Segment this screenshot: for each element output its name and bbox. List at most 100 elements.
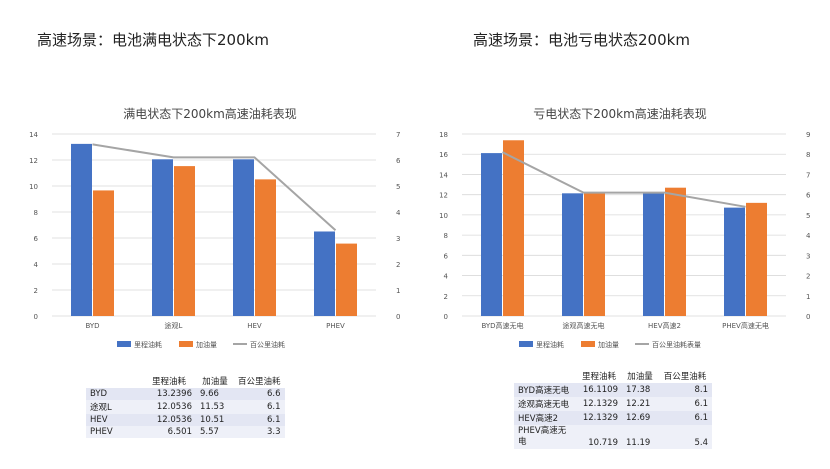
y-tick-label: 12: [29, 157, 38, 165]
table-cell: 12.69: [622, 411, 658, 425]
y2-tick-label: 0: [396, 313, 400, 321]
low-charge-table: 里程油耗 加油量 百公里油耗 BYD高速无电 16.1109 17.38 8.1…: [514, 369, 712, 449]
x-tick-label: BYD高速无电: [481, 321, 523, 330]
legend-swatch: [117, 341, 131, 347]
table-row: 途观高速无电 12.1329 12.21 6.1: [514, 397, 712, 411]
y2-tick-label: 4: [396, 209, 400, 217]
table-cell: 16.1109: [576, 383, 622, 397]
table-header-row: 里程油耗 加油量 百公里油耗: [86, 374, 285, 388]
table-header-row: 里程油耗 加油量 百公里油耗: [514, 369, 712, 383]
y-tick-label: 8: [444, 232, 448, 240]
bar-加油量: [665, 187, 686, 316]
y2-tick-label: 3: [806, 252, 810, 260]
y-tick-label: 2: [34, 287, 38, 295]
bar-里程油耗: [152, 159, 173, 316]
y2-tick-label: 7: [806, 171, 810, 179]
line-百公里油耗表量: [502, 151, 746, 208]
y2-tick-label: 5: [396, 183, 400, 191]
table-cell: 5.57: [196, 426, 234, 438]
bar-加油量: [93, 190, 114, 316]
table-header-cell: 加油量: [622, 369, 658, 383]
table-cell: 6.1: [658, 397, 712, 411]
y-tick-label: 6: [444, 252, 449, 260]
legend-label: 百公里油耗表量: [652, 340, 701, 349]
table-header-cell: [514, 369, 576, 383]
y2-tick-label: 6: [396, 157, 400, 165]
table-row: HEV高速2 12.1329 12.69 6.1: [514, 411, 712, 425]
table-cell: 6.1: [658, 411, 712, 425]
legend-swatch: [581, 341, 595, 347]
bar-里程油耗: [314, 231, 335, 316]
x-tick-label: HEV高速2: [648, 321, 681, 330]
table-cell: 12.0536: [142, 400, 196, 414]
legend-label: 里程油耗: [134, 340, 162, 349]
y2-tick-label: 0: [806, 313, 810, 321]
bar-加油量: [584, 192, 605, 316]
table-cell: 5.4: [658, 425, 712, 449]
y-tick-label: 2: [444, 293, 448, 301]
table-cell: 途观L: [86, 400, 142, 414]
table-header-cell: [86, 374, 142, 388]
table-row: BYD 13.2396 9.66 6.6: [86, 388, 285, 400]
y-tick-label: 12: [439, 192, 448, 200]
y-tick-label: 4: [34, 261, 39, 269]
y2-tick-label: 1: [806, 293, 810, 301]
bar-里程油耗: [643, 193, 664, 316]
left-section-heading: 高速场景：电池满电状态下200km: [37, 31, 269, 49]
table-cell: 17.38: [622, 383, 658, 397]
x-tick-label: 途观高速无电: [563, 321, 605, 330]
chart-title: 满电状态下200km高速油耗表现: [123, 106, 297, 121]
y2-tick-label: 2: [396, 261, 400, 269]
y2-tick-label: 7: [396, 131, 400, 139]
y-tick-label: 14: [439, 171, 448, 179]
y2-tick-label: 1: [396, 287, 400, 295]
bar-里程油耗: [71, 143, 92, 316]
legend-label: 百公里油耗: [250, 340, 285, 349]
bar-里程油耗: [233, 159, 254, 316]
table-cell: HEV高速2: [514, 411, 576, 425]
table-cell: PHEV: [86, 426, 142, 438]
table-cell: 8.1: [658, 383, 712, 397]
full-charge-table: 里程油耗 加油量 百公里油耗 BYD 13.2396 9.66 6.6 途观L …: [86, 374, 285, 438]
table-cell: 11.53: [196, 400, 234, 414]
table-cell: 12.0536: [142, 414, 196, 426]
bar-里程油耗: [481, 153, 502, 316]
table-cell: 12.21: [622, 397, 658, 411]
y-tick-label: 16: [439, 151, 448, 159]
table-cell: 6.501: [142, 426, 196, 438]
table-cell: 途观高速无电: [514, 397, 576, 411]
y-tick-label: 8: [34, 209, 38, 217]
y2-tick-label: 9: [806, 131, 810, 139]
right-section-heading: 高速场景：电池亏电状态200km: [473, 31, 690, 49]
table-header-cell: 百公里油耗: [234, 374, 285, 388]
bar-加油量: [336, 243, 357, 316]
table-cell: 13.2396: [142, 388, 196, 400]
y-tick-label: 6: [34, 235, 39, 243]
y2-tick-label: 4: [806, 232, 810, 240]
y-tick-label: 14: [29, 131, 38, 139]
table-row: 途观L 12.0536 11.53 6.1: [86, 400, 285, 414]
table-cell: BYD: [86, 388, 142, 400]
legend-label: 里程油耗: [536, 340, 564, 349]
y2-tick-label: 3: [396, 235, 400, 243]
y-tick-label: 10: [439, 212, 448, 220]
bar-里程油耗: [562, 193, 583, 316]
bar-里程油耗: [724, 207, 745, 316]
bar-加油量: [174, 166, 195, 316]
y-tick-label: 10: [29, 183, 38, 191]
table-cell: 6.6: [234, 388, 285, 400]
table-row: BYD高速无电 16.1109 17.38 8.1: [514, 383, 712, 397]
legend-label: 加油量: [598, 340, 619, 349]
table-cell: HEV: [86, 414, 142, 426]
chart-title: 亏电状态下200km高速油耗表现: [533, 106, 707, 121]
table-header-cell: 百公里油耗: [658, 369, 712, 383]
y2-tick-label: 5: [806, 212, 810, 220]
bar-加油量: [746, 202, 767, 316]
y2-tick-label: 6: [806, 192, 810, 200]
x-tick-label: PHEV: [326, 322, 345, 330]
y2-tick-label: 8: [806, 151, 810, 159]
table-cell: PHEV高速无电: [514, 425, 576, 449]
y-tick-label: 0: [444, 313, 448, 321]
table-cell: 12.1329: [576, 411, 622, 425]
